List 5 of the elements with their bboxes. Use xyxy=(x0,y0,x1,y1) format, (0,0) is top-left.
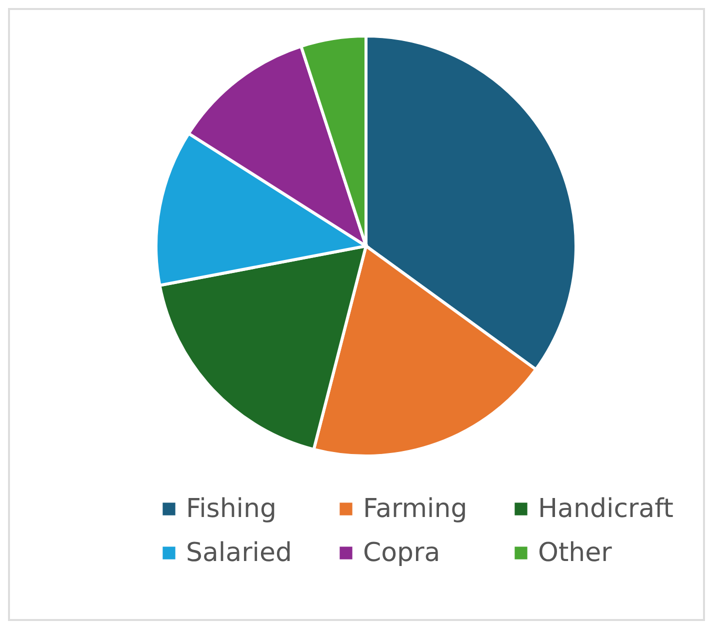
legend-label: Fishing xyxy=(186,494,277,524)
legend-label: Salaried xyxy=(186,538,292,568)
legend-label: Handicraft xyxy=(538,494,674,524)
legend-label: Farming xyxy=(363,494,468,524)
legend-label: Other xyxy=(538,538,612,568)
